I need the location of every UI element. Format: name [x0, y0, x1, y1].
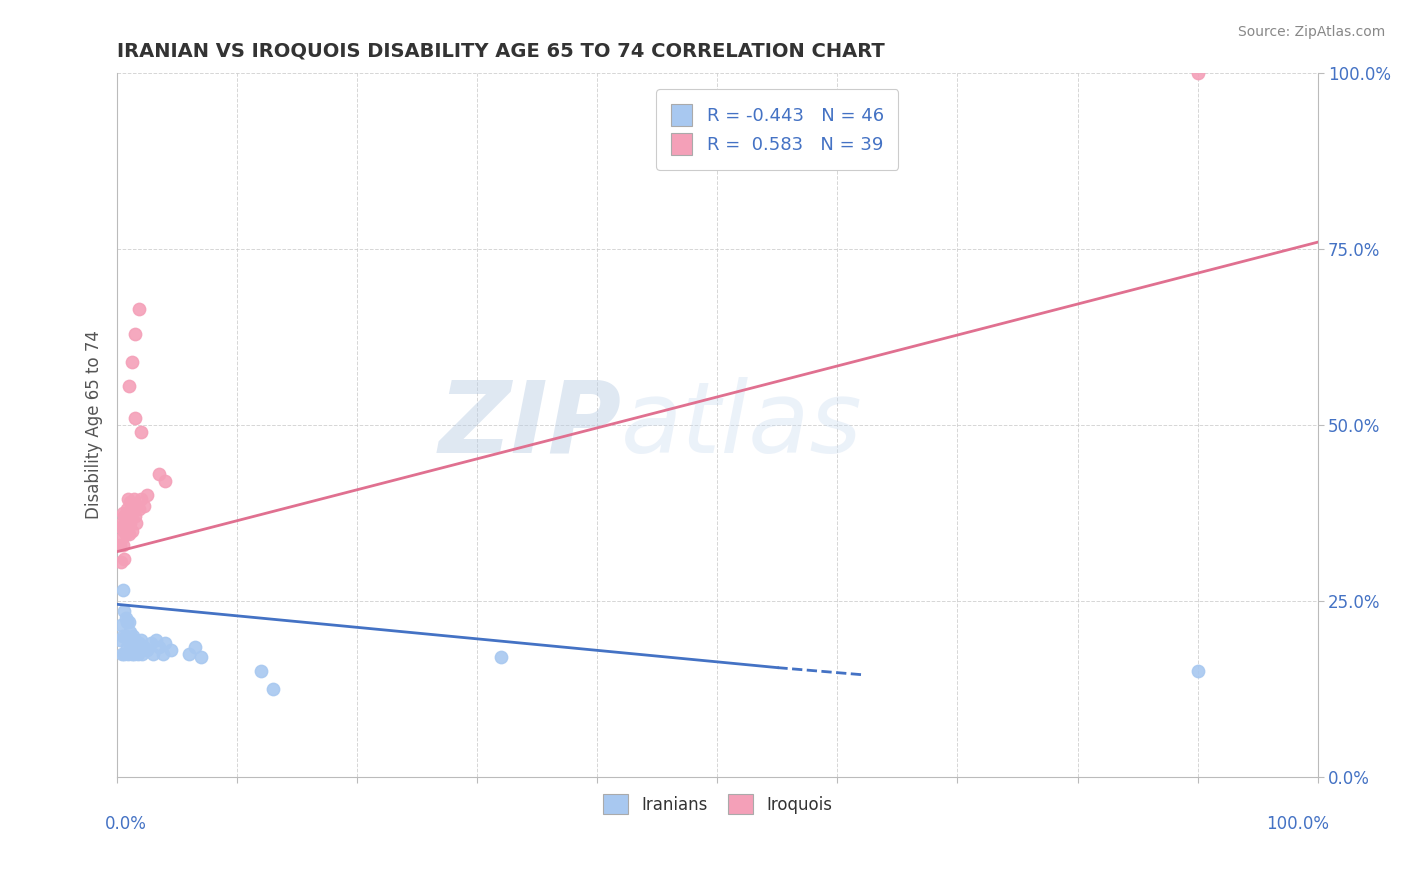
Point: [111, 531, 134, 545]
Point: [115, 615, 138, 629]
Point: [115, 520, 138, 534]
Point: [136, 643, 159, 657]
Point: [153, 475, 176, 489]
Point: [112, 647, 135, 661]
Point: [1187, 664, 1209, 678]
Point: [118, 527, 141, 541]
Point: [114, 611, 136, 625]
Point: [120, 495, 142, 509]
Point: [124, 326, 146, 341]
Text: 0.0%: 0.0%: [105, 815, 148, 833]
Point: [124, 643, 146, 657]
Point: [184, 640, 207, 654]
Point: [250, 664, 273, 678]
Point: [124, 411, 146, 425]
Point: [129, 632, 152, 647]
Point: [1187, 66, 1209, 80]
Point: [114, 629, 136, 643]
Point: [112, 604, 135, 618]
Point: [121, 629, 143, 643]
Point: [124, 509, 146, 524]
Point: [121, 524, 143, 538]
Point: [117, 632, 139, 647]
Point: [120, 516, 142, 531]
Point: [118, 506, 141, 520]
Point: [153, 636, 176, 650]
Point: [125, 640, 148, 654]
Point: [160, 643, 183, 657]
Point: [111, 516, 134, 531]
Point: [120, 640, 142, 654]
Point: [122, 491, 145, 506]
Point: [121, 355, 143, 369]
Text: ZIP: ZIP: [439, 376, 621, 474]
Legend: Iranians, Iroquois: Iranians, Iroquois: [596, 788, 838, 821]
Point: [122, 632, 145, 647]
Point: [125, 516, 148, 531]
Point: [112, 629, 135, 643]
Point: [145, 632, 167, 647]
Point: [129, 643, 152, 657]
Point: [118, 632, 141, 647]
Point: [129, 425, 152, 439]
Point: [114, 527, 136, 541]
Point: [179, 647, 201, 661]
Point: [120, 625, 142, 640]
Point: [118, 379, 141, 393]
Point: [142, 647, 165, 661]
Y-axis label: Disability Age 65 to 74: Disability Age 65 to 74: [86, 331, 103, 519]
Point: [112, 583, 135, 598]
Point: [491, 650, 513, 665]
Point: [131, 647, 153, 661]
Point: [112, 551, 135, 566]
Text: IRANIAN VS IROQUOIS DISABILITY AGE 65 TO 74 CORRELATION CHART: IRANIAN VS IROQUOIS DISABILITY AGE 65 TO…: [117, 42, 884, 61]
Point: [148, 640, 170, 654]
Point: [112, 506, 135, 520]
Point: [129, 491, 152, 506]
Point: [132, 499, 155, 513]
Point: [108, 632, 131, 647]
Text: Source: ZipAtlas.com: Source: ZipAtlas.com: [1237, 25, 1385, 39]
Point: [117, 491, 139, 506]
Point: [114, 513, 136, 527]
Point: [152, 647, 174, 661]
Point: [121, 640, 143, 654]
Point: [124, 632, 146, 647]
Point: [110, 555, 132, 569]
Point: [128, 636, 150, 650]
Point: [121, 506, 143, 520]
Point: [121, 647, 143, 661]
Point: [122, 647, 145, 661]
Point: [112, 524, 135, 538]
Point: [139, 636, 162, 650]
Point: [132, 640, 155, 654]
Point: [148, 467, 170, 482]
Point: [115, 502, 138, 516]
Point: [117, 509, 139, 524]
Point: [108, 538, 131, 552]
Point: [115, 640, 138, 654]
Point: [128, 502, 150, 516]
Point: [121, 502, 143, 516]
Point: [111, 647, 134, 661]
Point: [110, 520, 132, 534]
Text: atlas: atlas: [621, 376, 863, 474]
Point: [112, 538, 135, 552]
Point: [110, 618, 132, 632]
Point: [118, 615, 141, 629]
Point: [127, 647, 149, 661]
Point: [136, 488, 159, 502]
Point: [190, 650, 212, 665]
Point: [112, 509, 135, 524]
Text: 100.0%: 100.0%: [1267, 815, 1330, 833]
Point: [262, 681, 284, 696]
Point: [117, 647, 139, 661]
Point: [128, 301, 150, 316]
